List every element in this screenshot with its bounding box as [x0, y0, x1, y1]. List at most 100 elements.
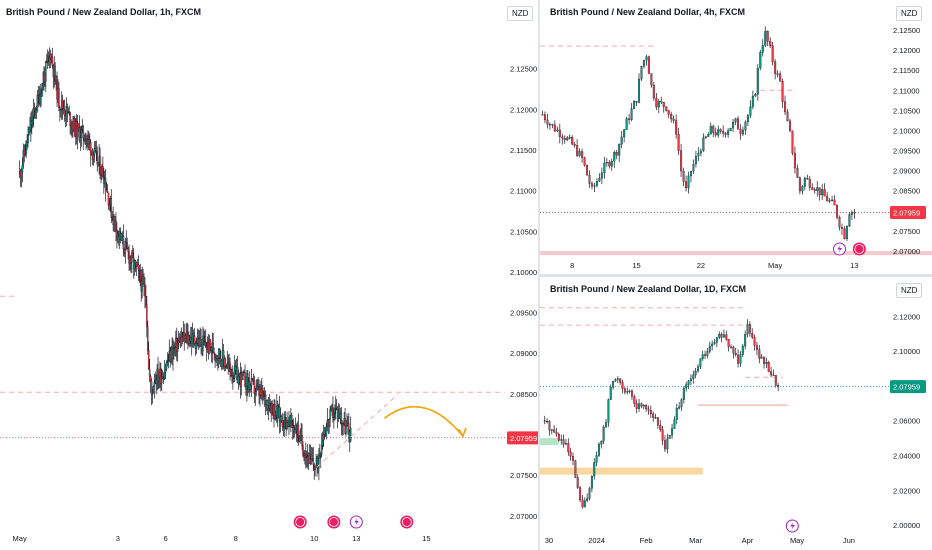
event-flag-ring [854, 244, 865, 254]
chart-panel-4h[interactable]: 2.12500 2.12000 2.11500 2.11000 2.10500 2.100… [540, 0, 932, 274]
currency-button[interactable]: NZD [896, 6, 923, 21]
candle-body [707, 134, 710, 137]
candle-body [769, 41, 772, 46]
candle-body [655, 97, 658, 108]
candle-body [719, 129, 722, 132]
candle-body [714, 132, 717, 136]
candle-body [145, 296, 147, 305]
candle-body [96, 151, 99, 165]
candle-body [59, 107, 61, 111]
candle-body [677, 133, 680, 151]
candle-body [777, 385, 780, 387]
candle-body [300, 430, 302, 436]
candle-body [54, 66, 56, 82]
candle-body [192, 333, 195, 336]
candle-body [209, 339, 212, 348]
chart-panel-1h[interactable]: 2.12500 2.12000 2.11500 2.11000 2.10500 2.100… [0, 0, 538, 550]
candle-body [556, 129, 559, 132]
candle-body [139, 270, 142, 281]
candle-body [310, 454, 313, 460]
panel-divider-vertical[interactable] [538, 0, 540, 550]
y-tick-label: 2.07500 [893, 227, 920, 236]
y-tick-label: 2.12500 [510, 65, 537, 74]
x-tick-label: 22 [697, 261, 705, 270]
candle-body [746, 115, 749, 123]
candle-body [340, 413, 343, 424]
candle-body [578, 151, 581, 156]
candle-body [776, 73, 779, 75]
currency-button[interactable]: NZD [896, 283, 923, 298]
candle-body [291, 425, 294, 428]
candle-body [796, 167, 799, 178]
candle-body [275, 415, 277, 419]
candle-body [772, 374, 775, 376]
candle-body [254, 391, 257, 394]
panel-divider-horizontal[interactable] [540, 274, 932, 277]
candle-body [602, 426, 605, 442]
chart-1d-canvas[interactable]: 2.120002.100002.080002.060002.040002.020… [540, 277, 932, 550]
candle-body [771, 45, 774, 62]
y-tick-label: 2.09500 [510, 309, 537, 318]
candle-body [253, 380, 256, 394]
candle-body [791, 130, 794, 154]
candle-body [134, 260, 137, 263]
candle-body [80, 129, 83, 138]
candle-body [635, 101, 638, 103]
candle-body [318, 457, 320, 469]
currency-button[interactable]: NZD [507, 6, 534, 21]
candle-body [650, 73, 653, 86]
candle-body [668, 435, 671, 439]
candle-body [756, 67, 759, 95]
candle-body [659, 424, 662, 430]
candle-body [262, 395, 265, 397]
candle-body [153, 382, 156, 387]
candle-body [566, 137, 569, 141]
highlight-zone [540, 438, 559, 446]
candle-body [328, 419, 330, 427]
candle-body [349, 427, 352, 442]
chart-1h-canvas[interactable]: 2.12500 2.12000 2.11500 2.11000 2.10500 2.100… [0, 0, 538, 550]
candle-body [850, 212, 853, 215]
candle-body [717, 129, 720, 136]
candle-body [597, 444, 600, 456]
candle-body [216, 355, 218, 359]
candle-body [730, 346, 732, 348]
candle-body [329, 409, 331, 420]
candle-body [652, 413, 655, 418]
candle-body [543, 114, 546, 121]
candle-body [736, 118, 740, 130]
chart-4h-canvas[interactable]: 2.12500 2.12000 2.11500 2.11000 2.10500 2.100… [540, 0, 932, 274]
candle-body [667, 110, 670, 115]
candle-body [741, 129, 744, 135]
x-tick-label: 15 [632, 261, 640, 270]
candle-body [656, 417, 659, 426]
candle-body [763, 356, 765, 365]
candle-body [682, 170, 685, 182]
candle-body [105, 189, 108, 192]
candle-body [219, 349, 221, 359]
candle-body [722, 131, 725, 134]
candle-body [720, 334, 723, 338]
candle-body [682, 387, 685, 400]
forecast-arrow [383, 405, 464, 437]
candle-body [613, 152, 616, 162]
current-price-badge [890, 205, 926, 219]
candle-body [623, 129, 626, 138]
candle-body [573, 143, 576, 146]
candle-body [174, 345, 176, 348]
candle-body [621, 382, 624, 389]
chart-panel-1d[interactable]: 2.120002.100002.080002.060002.040002.020… [540, 277, 932, 550]
candle-body [675, 120, 678, 135]
candle-body [759, 52, 762, 69]
event-flag-ring [328, 517, 339, 527]
candle-body [670, 114, 673, 120]
candle-body [633, 101, 636, 109]
candle-body [250, 378, 253, 386]
candle-body [51, 56, 54, 66]
candle-body [583, 157, 586, 166]
candle-body [69, 112, 71, 126]
candle-body [808, 178, 811, 188]
demand-zone [540, 467, 703, 475]
candle-body [619, 378, 622, 383]
event-flag-ring [295, 517, 306, 527]
